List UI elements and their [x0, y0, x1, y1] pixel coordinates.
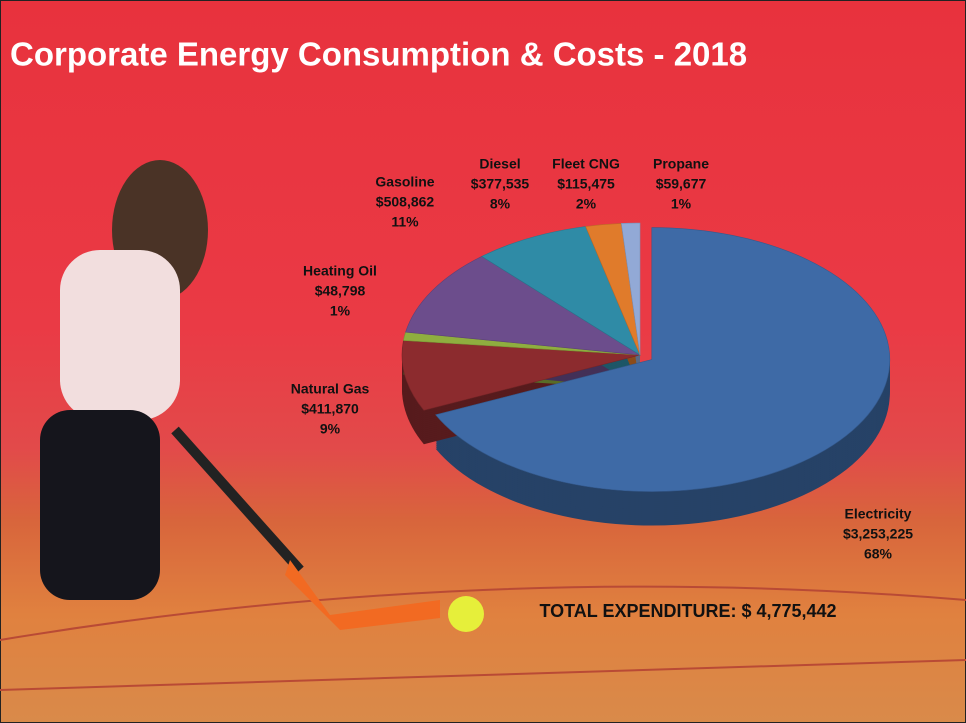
label-value: $48,798	[315, 283, 366, 299]
label-value: $59,677	[656, 176, 707, 192]
jacket	[60, 250, 180, 420]
slide: Corporate Energy Consumption & Costs - 2…	[0, 0, 966, 723]
label-percent: 9%	[320, 421, 341, 437]
label-percent: 11%	[391, 214, 419, 230]
label-value: $411,870	[301, 401, 359, 417]
label-percent: 2%	[576, 196, 597, 212]
label-percent: 8%	[490, 196, 511, 212]
label-name: Propane	[653, 156, 709, 172]
label-percent: 1%	[671, 196, 692, 212]
annotation: TOTAL EXPENDITURE: $ 4,775,442	[539, 601, 836, 621]
pants	[40, 410, 160, 600]
label-name: Natural Gas	[291, 381, 370, 397]
stick-blade	[285, 560, 440, 630]
label-name: Gasoline	[375, 174, 434, 190]
stick	[175, 430, 300, 570]
label-value: $3,253,225	[843, 526, 913, 542]
label-name: Fleet CNG	[552, 156, 620, 172]
label-value: $377,535	[471, 176, 530, 192]
label-percent: 1%	[330, 303, 351, 319]
label-percent: 68%	[864, 546, 893, 562]
label-name: Heating Oil	[303, 263, 377, 279]
ball	[448, 596, 484, 632]
chart: Corporate Energy Consumption & Costs - 2…	[0, 0, 966, 723]
court-line	[0, 660, 966, 690]
label-name: Electricity	[845, 506, 912, 522]
label-name: Diesel	[479, 156, 520, 172]
chart-title: Corporate Energy Consumption & Costs - 2…	[10, 36, 747, 73]
label-value: $115,475	[557, 176, 615, 192]
label-value: $508,862	[376, 194, 435, 210]
